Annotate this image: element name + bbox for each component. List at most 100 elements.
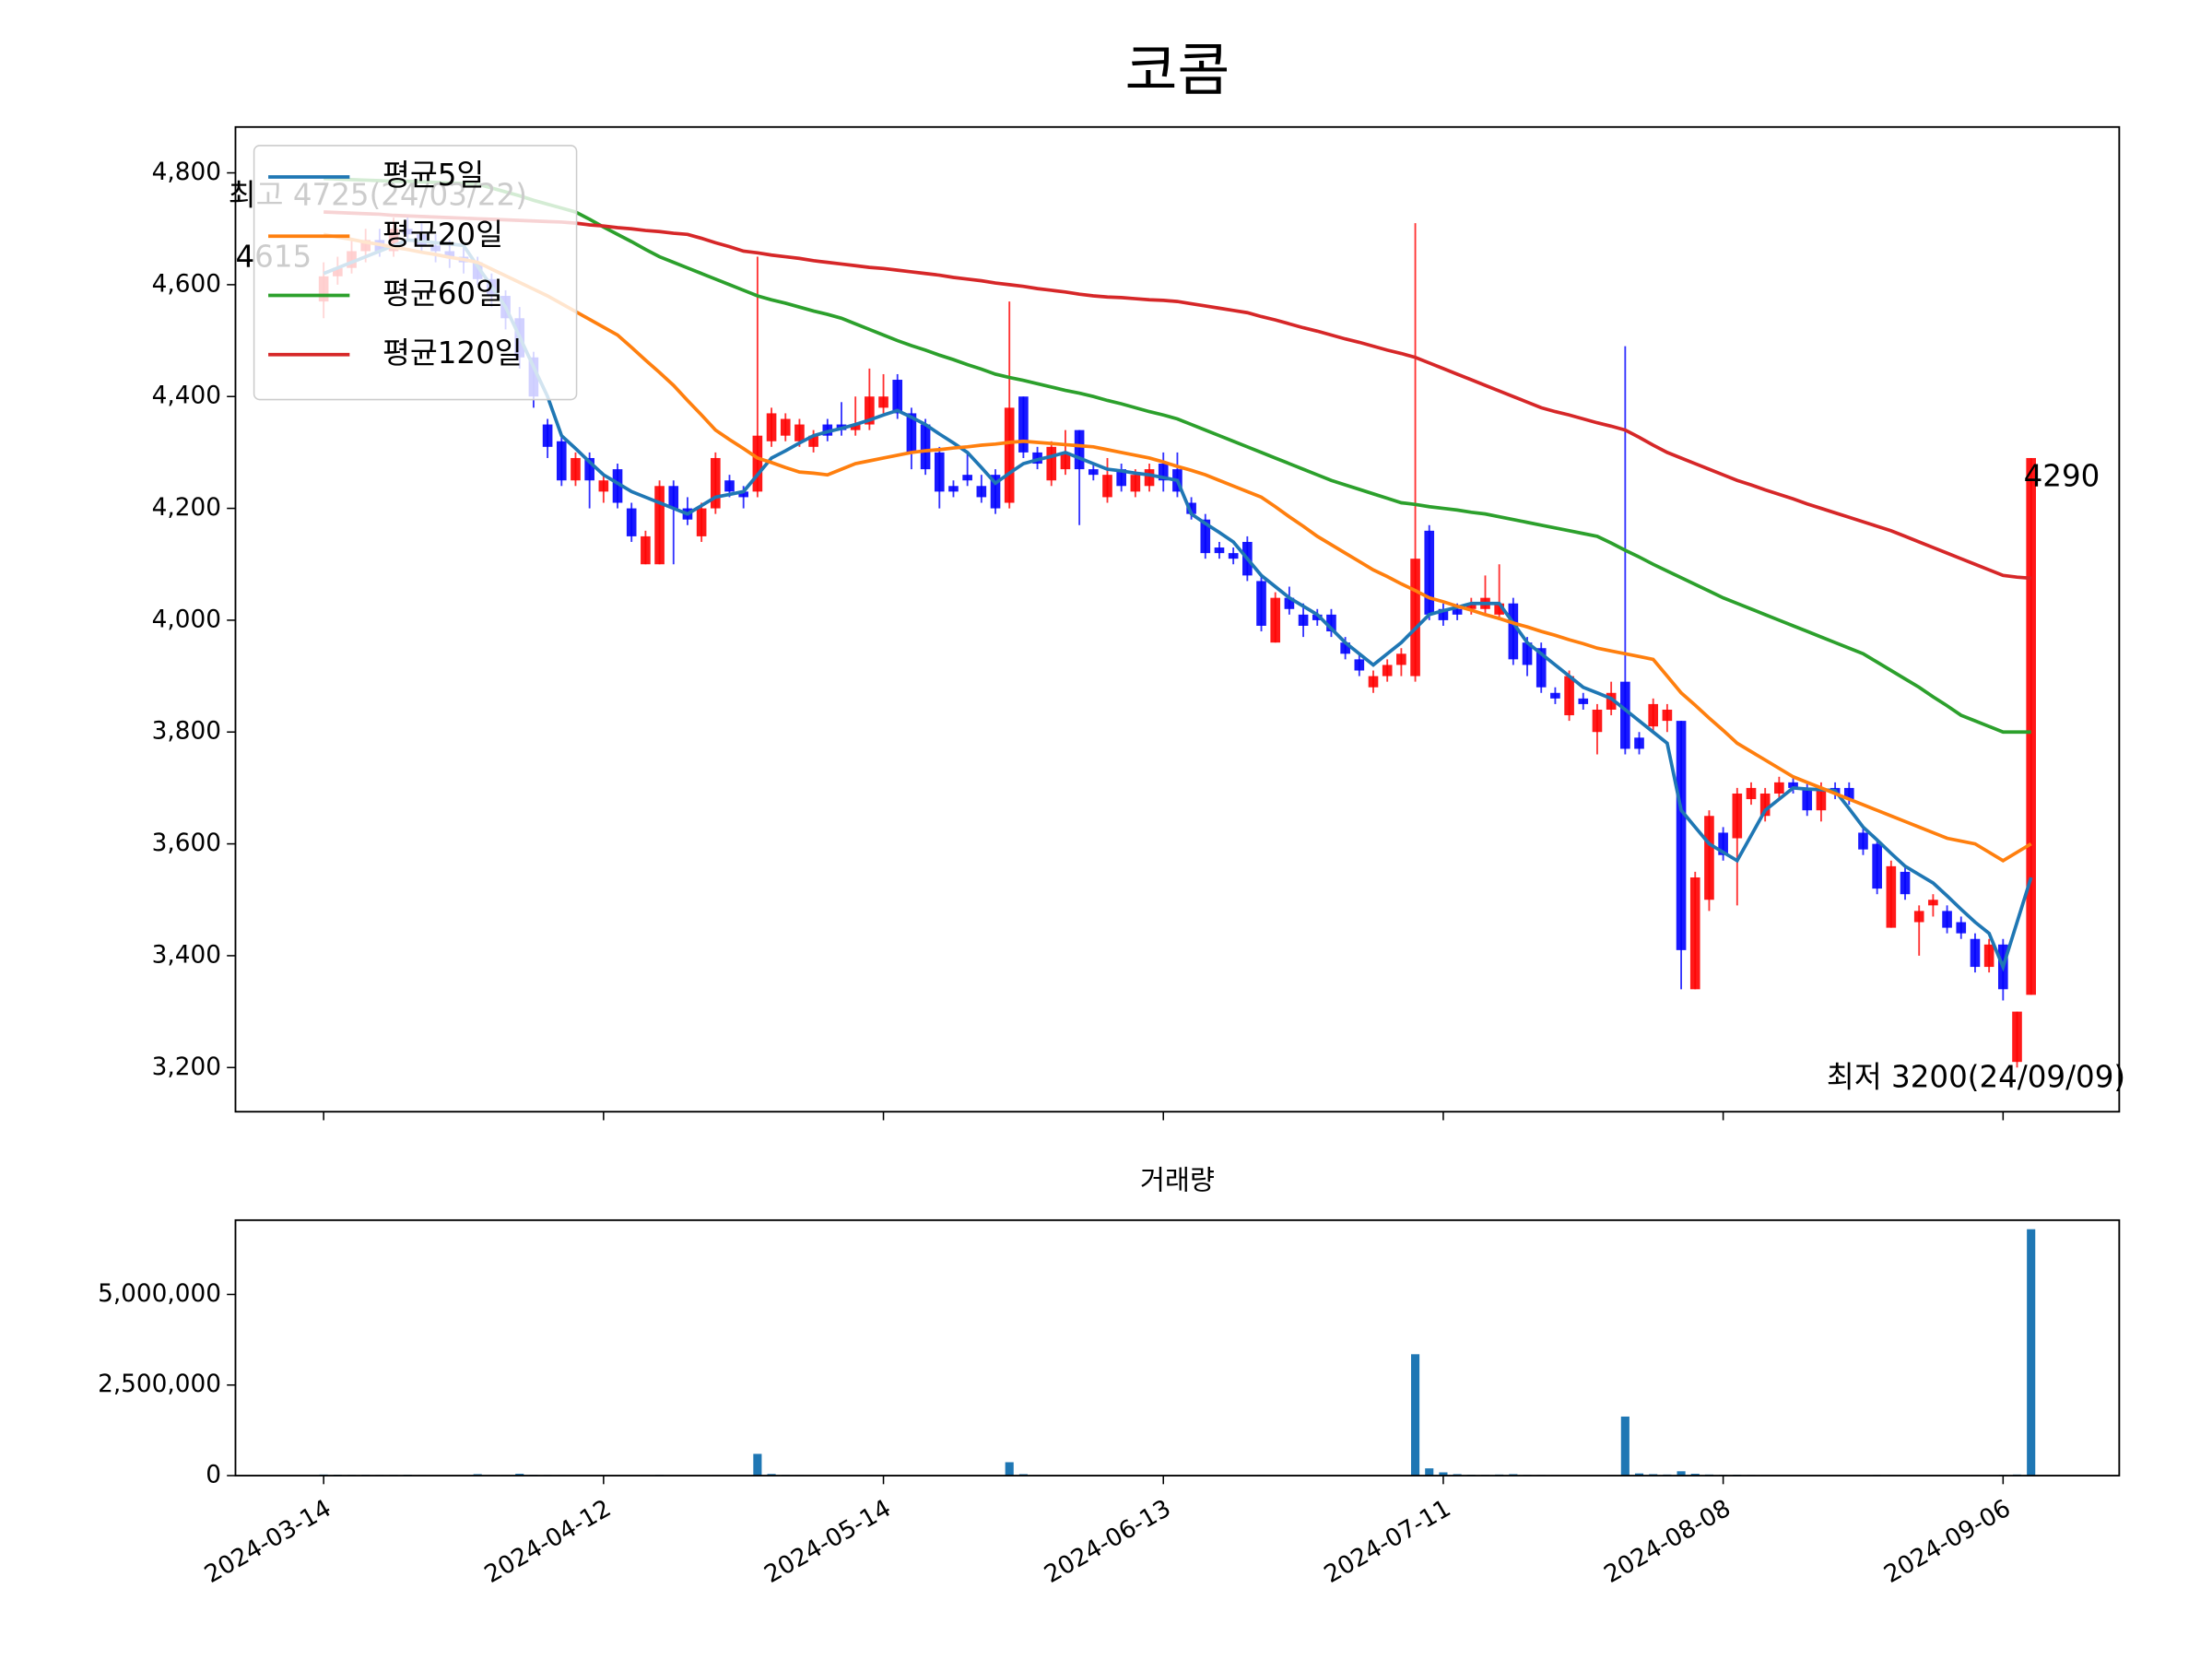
candle-body <box>1298 614 1309 626</box>
volume-bar <box>1005 1462 1014 1477</box>
candle-body <box>2012 1011 2022 1063</box>
candle-body <box>1382 665 1393 677</box>
candle-body <box>1088 469 1099 476</box>
candle-body <box>724 480 735 492</box>
candle-body <box>878 396 888 408</box>
candle-body <box>1774 782 1784 794</box>
candle-body <box>1648 703 1659 727</box>
candle-body <box>711 457 721 509</box>
candle-body <box>1759 793 1771 817</box>
volume-y-tick-label: 5,000,000 <box>98 1280 221 1308</box>
candle-body <box>1550 692 1560 699</box>
candle-body <box>1102 475 1112 498</box>
candle-body <box>1158 464 1169 481</box>
candle-body <box>906 413 917 453</box>
volume-title: 거래량 <box>1140 1165 1215 1196</box>
candle-body <box>2026 457 2037 995</box>
candle-body <box>1256 581 1266 626</box>
candle-body <box>1802 787 1813 811</box>
volume-bar <box>1439 1472 1448 1477</box>
candle-body <box>1074 429 1085 470</box>
y-tick-label: 3,600 <box>152 830 221 857</box>
legend-box <box>253 145 578 401</box>
candle-body <box>1956 922 1967 934</box>
candle-body <box>1186 502 1196 514</box>
candle-body <box>1354 659 1365 671</box>
candle-body <box>1634 737 1644 749</box>
candle-body <box>1535 648 1547 688</box>
volume-axes-frame <box>234 1218 2121 1477</box>
candle-body <box>1886 865 1897 928</box>
candle-body <box>1983 944 1994 968</box>
y-tick-label: 3,800 <box>152 718 221 746</box>
candle-body <box>1452 608 1463 615</box>
candle-body <box>556 441 567 481</box>
candle-body <box>1326 614 1336 632</box>
candle-body <box>1872 843 1882 889</box>
candle-body <box>752 435 763 492</box>
candle-body <box>808 435 818 447</box>
candle-body <box>892 380 903 414</box>
y-tick-label: 4,400 <box>152 382 221 410</box>
candle-body <box>1704 816 1714 900</box>
candle-body <box>1662 709 1673 722</box>
candle-body <box>920 424 931 470</box>
volume-bar <box>515 1474 524 1477</box>
candle-body <box>1312 614 1323 620</box>
candle-body <box>1816 787 1827 811</box>
ma-line <box>323 238 2033 972</box>
candle-body <box>1913 911 1924 923</box>
candle-body <box>780 418 791 436</box>
candle-body <box>1928 900 1938 906</box>
candle-body <box>1620 681 1630 749</box>
candle-body <box>598 480 609 492</box>
candle-body <box>1718 832 1728 855</box>
y-tick-label: 3,200 <box>152 1053 221 1081</box>
candle-body <box>1843 787 1854 800</box>
candle-body <box>1200 519 1211 554</box>
candle-body <box>696 508 707 536</box>
legend-label: 평균60일 <box>382 276 503 312</box>
candle-body <box>1494 603 1504 615</box>
candle-body <box>1858 832 1868 850</box>
candle-body <box>990 475 1001 509</box>
annotation: 최저 3200(24/09/09) <box>1827 1060 2125 1095</box>
candle-body <box>1396 653 1406 665</box>
volume-bar <box>1425 1468 1434 1477</box>
candle-body <box>1438 608 1449 620</box>
candle-body <box>1942 911 1952 928</box>
candle-body <box>584 457 594 481</box>
candle-body <box>1508 603 1519 660</box>
volume-y-tick-label: 2,500,000 <box>98 1371 221 1398</box>
legend-label: 평균20일 <box>382 217 503 252</box>
candle-body <box>1900 871 1911 895</box>
candle-body <box>571 457 581 481</box>
candle-body <box>1732 793 1743 839</box>
candle-body <box>976 486 987 498</box>
candle-body <box>1046 446 1057 481</box>
candle-body <box>1144 469 1155 487</box>
candle-body <box>1214 547 1225 554</box>
candle-body <box>1592 709 1603 733</box>
candle-body <box>1410 559 1420 677</box>
legend-label: 평균120일 <box>382 335 523 371</box>
ma-line <box>324 176 2031 735</box>
candle-body <box>1676 721 1687 950</box>
candle-body <box>542 424 553 447</box>
candle-body <box>1284 597 1295 609</box>
volume-bar <box>1677 1471 1686 1477</box>
candle-body <box>1564 676 1574 716</box>
candle-body <box>794 424 805 441</box>
candle-body <box>1970 938 1981 968</box>
candle-body <box>654 486 665 565</box>
volume-bar <box>1620 1416 1630 1477</box>
candle-body <box>948 486 959 492</box>
y-tick-label: 4,800 <box>152 159 221 186</box>
y-tick-label: 4,000 <box>152 606 221 633</box>
candle-body <box>668 486 679 509</box>
candle-body <box>865 396 875 425</box>
candle-body <box>1578 698 1589 704</box>
candle-body <box>1465 603 1477 609</box>
candle-body <box>1424 530 1435 615</box>
